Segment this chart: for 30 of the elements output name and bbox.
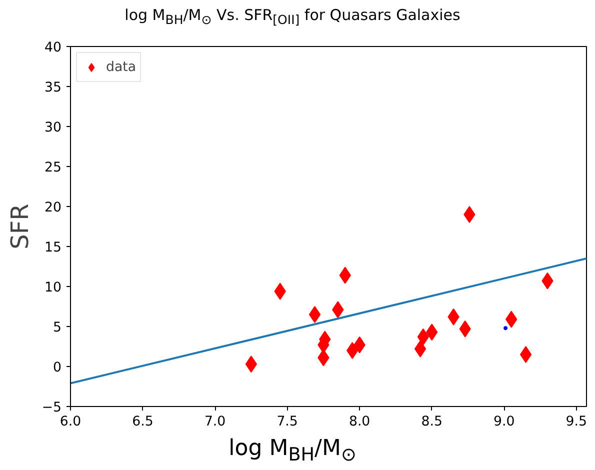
chart-title: log M$_{BH}$/M$_{⊙}$ Vs. SFR$_{[OII]}$ for Quasars Galaxies	[124, 5, 462, 29]
x-tick-label: 8.5	[421, 414, 442, 430]
y-tick-label: −5	[42, 400, 62, 416]
point	[464, 206, 476, 223]
x-tick-label: 6.5	[132, 414, 154, 430]
y-tick-label: 10	[44, 280, 62, 296]
x-tick-label: 6.0	[60, 414, 82, 430]
y-axis-title: SFR	[6, 204, 34, 250]
point	[245, 356, 258, 373]
point	[346, 342, 358, 359]
y-tick-label: 35	[44, 80, 62, 96]
x-tick-label: 7.5	[276, 414, 298, 430]
x-tick-label: 7.0	[204, 414, 226, 430]
x-tick-label: 8.0	[348, 414, 370, 430]
y-tick-label: 30	[44, 120, 62, 136]
x-axis-title: log M$_{BH}$/M$_{⊙}$	[228, 435, 358, 468]
y-tick-label: 20	[44, 200, 62, 216]
point	[504, 326, 508, 330]
y-tick-label: 0	[53, 360, 62, 376]
point	[520, 346, 532, 363]
x-tick-label: 9.0	[494, 414, 515, 430]
point	[308, 306, 321, 323]
legend-label: data	[106, 60, 136, 74]
y-tick-label: 25	[44, 160, 62, 176]
point	[417, 328, 430, 346]
y-tick-label: 15	[44, 240, 62, 256]
y-tick-label: 40	[44, 40, 62, 56]
x-tick-label: 9.5	[566, 414, 587, 430]
y-tick-label: 5	[53, 320, 62, 336]
point	[414, 340, 426, 358]
